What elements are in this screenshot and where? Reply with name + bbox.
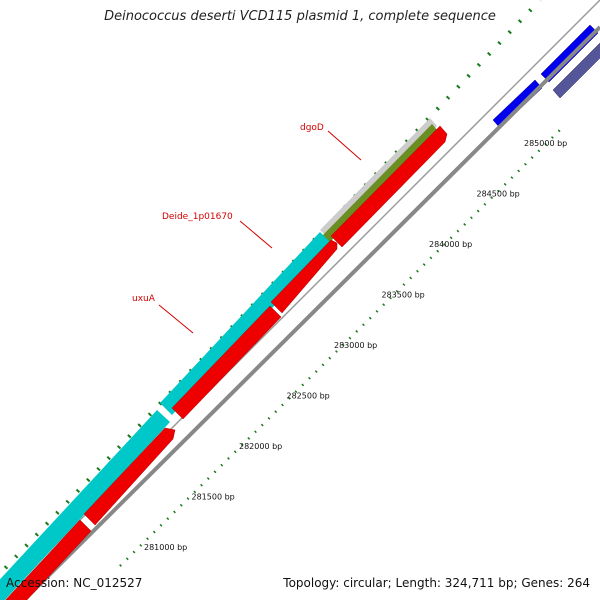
navy-feature-band <box>552 42 600 99</box>
cyan-gene-track-2 <box>160 232 332 415</box>
blue-feature-arrow <box>492 79 543 129</box>
deide-leader <box>239 220 273 249</box>
cds-arrow <box>5 519 92 600</box>
ruler-tick-label: 283000 bp <box>334 341 377 350</box>
map-title: Deinococcus deserti VCD115 plasmid 1, co… <box>104 9 496 24</box>
ruler-tick-label: 284000 bp <box>429 240 472 249</box>
deide-cds-arrow <box>270 239 338 314</box>
ruler-tick-label: 283500 bp <box>382 291 425 300</box>
dgoD-go-track <box>322 124 438 243</box>
ruler-tick-label: 285000 bp <box>524 139 567 148</box>
grey-strand <box>320 118 437 238</box>
cds-arrow <box>83 427 176 526</box>
cyan-gene-track-1 <box>0 410 170 600</box>
gene-label-deide: Deide_1p01670 <box>162 212 233 222</box>
gene-label-uxuA: uxuA <box>132 294 156 304</box>
gene-label-dgoD: dgoD <box>300 123 324 133</box>
ruler-tick-label: 282500 bp <box>287 392 330 401</box>
ruler-tick-label: 281500 bp <box>192 493 235 502</box>
ruler-tick-label: 281000 bp <box>144 543 187 552</box>
ruler-labels: 281000 bp 281500 bp 282000 bp 282500 bp 2830… <box>144 139 567 552</box>
uxuA-cds-arrow <box>171 305 282 420</box>
topology-summary: Topology: circular; Length: 324,711 bp; … <box>283 576 590 590</box>
ruler-tick-label: 282000 bp <box>239 442 282 451</box>
uxuA-leader <box>158 304 194 334</box>
ruler-tick-label: 284500 bp <box>477 190 520 199</box>
dgoD-leader <box>327 130 362 161</box>
accession-text: Accession: NC_012527 <box>6 576 143 590</box>
dgoD-cds-arrow <box>330 125 448 248</box>
sequence-backbone <box>21 25 600 600</box>
